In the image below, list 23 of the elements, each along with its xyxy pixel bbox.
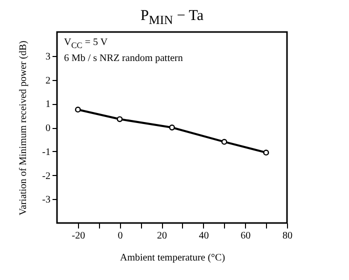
point (221, 138, 228, 145)
point (263, 150, 270, 156)
chart-title: P$_{MIN}$ − Ta (139, 8, 205, 28)
y-tick-label: 3 (46, 51, 50, 62)
y-tick-label: 0 (46, 123, 50, 134)
x-tick-label: 0 (118, 230, 123, 242)
y-tick-label: 1 (46, 99, 50, 110)
annotation: V$_{CC}$ = 5 V (64, 36, 109, 52)
x-tick-label: 80 (282, 230, 292, 242)
y-tick-label: -1 (42, 146, 50, 158)
y-tick-label: -3 (42, 194, 50, 206)
point (74, 106, 81, 113)
annotation: 6 Mb / s NRZ random pattern (64, 52, 183, 65)
y-tick-label: 2 (46, 75, 50, 86)
x-tick-label: 20 (157, 230, 168, 242)
x-axis-title: Ambient temperature (°C) (120, 252, 226, 264)
x-tick-label: -20 (72, 230, 86, 242)
y-tick-label: -2 (42, 170, 50, 182)
x-tick-label: 40 (198, 230, 209, 242)
x-tick-label: 60 (240, 230, 251, 242)
y-axis-title: Variation of Minimum received power (dB) (18, 40, 30, 216)
point (169, 124, 175, 130)
point (116, 116, 123, 122)
